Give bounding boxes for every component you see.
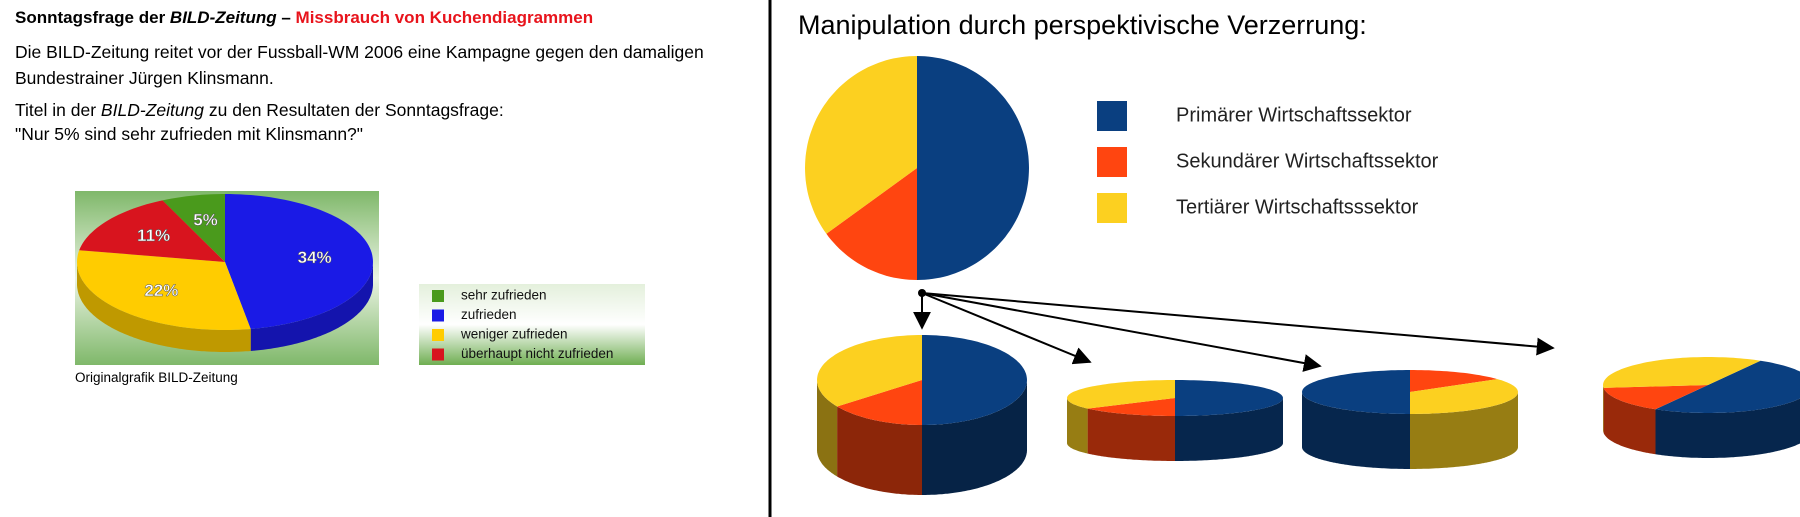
pie-slice bbox=[1410, 370, 1498, 392]
legend-label: Primärer Wirtschaftssektor bbox=[1176, 104, 1412, 126]
legend-label: überhaupt nicht zufrieden bbox=[461, 346, 613, 361]
legend-swatch bbox=[432, 348, 444, 361]
pie-side bbox=[1603, 387, 1656, 455]
pie-slice bbox=[817, 335, 922, 407]
legend-label: Tertiärer Wirtschaftsssektor bbox=[1176, 196, 1419, 218]
title-dash: – bbox=[276, 8, 296, 27]
pie-slice bbox=[805, 56, 917, 234]
legend-label: Sekundärer Wirtschaftssektor bbox=[1176, 150, 1439, 172]
pie-slice bbox=[1175, 380, 1283, 416]
intro-text: zu den Resultaten der Sonntagsfrage: bbox=[204, 100, 504, 120]
pie-slice bbox=[1087, 398, 1175, 416]
arrow-origin bbox=[918, 289, 926, 297]
legend-label: weniger zufrieden bbox=[460, 327, 568, 342]
pie-side bbox=[1067, 398, 1088, 454]
pie-slice bbox=[1603, 357, 1761, 388]
value-label: 5% bbox=[193, 210, 218, 229]
pie-side bbox=[1603, 385, 1604, 433]
legend-swatch bbox=[1097, 101, 1127, 131]
intro-em: BILD-Zeitung bbox=[100, 100, 205, 120]
paragraph: Die BILD-Zeitung reitet vor der Fussball… bbox=[15, 42, 704, 88]
pie-side bbox=[1655, 398, 1800, 458]
legend-swatch bbox=[432, 290, 444, 302]
pie-slice bbox=[1067, 380, 1175, 409]
legend-swatch bbox=[432, 309, 444, 322]
pie-side bbox=[837, 406, 922, 495]
pie-side bbox=[1175, 398, 1283, 461]
value-label: 34% bbox=[298, 248, 332, 267]
title: Sonntagsfrage der BILD-Zeitung – Missbra… bbox=[15, 8, 593, 28]
legend-label: sehr zufrieden bbox=[461, 288, 547, 303]
pie-side bbox=[77, 262, 251, 352]
intro: Titel in der BILD-Zeitung zu den Resulta… bbox=[15, 100, 504, 121]
pie-slice bbox=[1603, 385, 1708, 410]
pie-side bbox=[250, 262, 373, 351]
pie-slice bbox=[162, 194, 225, 262]
pie-slice bbox=[826, 168, 917, 280]
pie-slice bbox=[837, 380, 922, 425]
title-highlight: Missbrauch von Kuchendiagrammen bbox=[295, 8, 594, 27]
title-text: Sonntagsfrage der bbox=[15, 8, 170, 27]
legend-swatch bbox=[1097, 147, 1127, 177]
arrows bbox=[913, 292, 1555, 372]
pie-slice bbox=[1410, 379, 1518, 414]
pie-side bbox=[922, 380, 1027, 495]
title-em: BILD-Zeitung bbox=[169, 8, 277, 27]
pie-slice bbox=[79, 200, 225, 262]
pie-slice bbox=[77, 250, 251, 330]
pie-slice bbox=[1655, 360, 1800, 413]
caption: Originalgrafik BILD-Zeitung bbox=[75, 370, 238, 385]
legend-label: zufrieden bbox=[461, 307, 517, 322]
quote: "Nur 5% sind sehr zufrieden mit Klinsman… bbox=[15, 124, 363, 144]
value-label: 22% bbox=[144, 281, 178, 300]
value-label: 11% bbox=[137, 226, 170, 245]
pie-side bbox=[1302, 392, 1410, 469]
pie-slice bbox=[917, 56, 1029, 280]
pie-slice bbox=[922, 335, 1027, 425]
pie-slice bbox=[225, 194, 373, 329]
pie-side bbox=[1410, 392, 1518, 469]
right-title: Manipulation durch perspektivische Verze… bbox=[798, 10, 1367, 40]
pie-side bbox=[817, 380, 838, 477]
legend-swatch bbox=[1097, 193, 1127, 223]
legend-swatch bbox=[432, 329, 444, 341]
intro-text: Titel in der bbox=[15, 100, 101, 120]
legend-bg bbox=[419, 284, 645, 365]
pie-side bbox=[1087, 408, 1175, 461]
pie-slice bbox=[1302, 370, 1410, 414]
